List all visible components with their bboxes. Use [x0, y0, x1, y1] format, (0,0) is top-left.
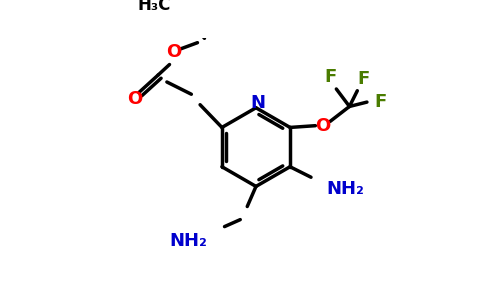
- Text: NH₂: NH₂: [327, 180, 364, 198]
- Text: NH₂: NH₂: [169, 232, 207, 250]
- Text: F: F: [357, 70, 370, 88]
- Text: H₃C: H₃C: [138, 0, 171, 14]
- Text: F: F: [375, 93, 387, 111]
- Text: O: O: [127, 91, 142, 109]
- Text: O: O: [166, 43, 182, 61]
- Text: O: O: [316, 117, 331, 135]
- Text: F: F: [324, 68, 336, 86]
- Text: N: N: [250, 94, 265, 112]
